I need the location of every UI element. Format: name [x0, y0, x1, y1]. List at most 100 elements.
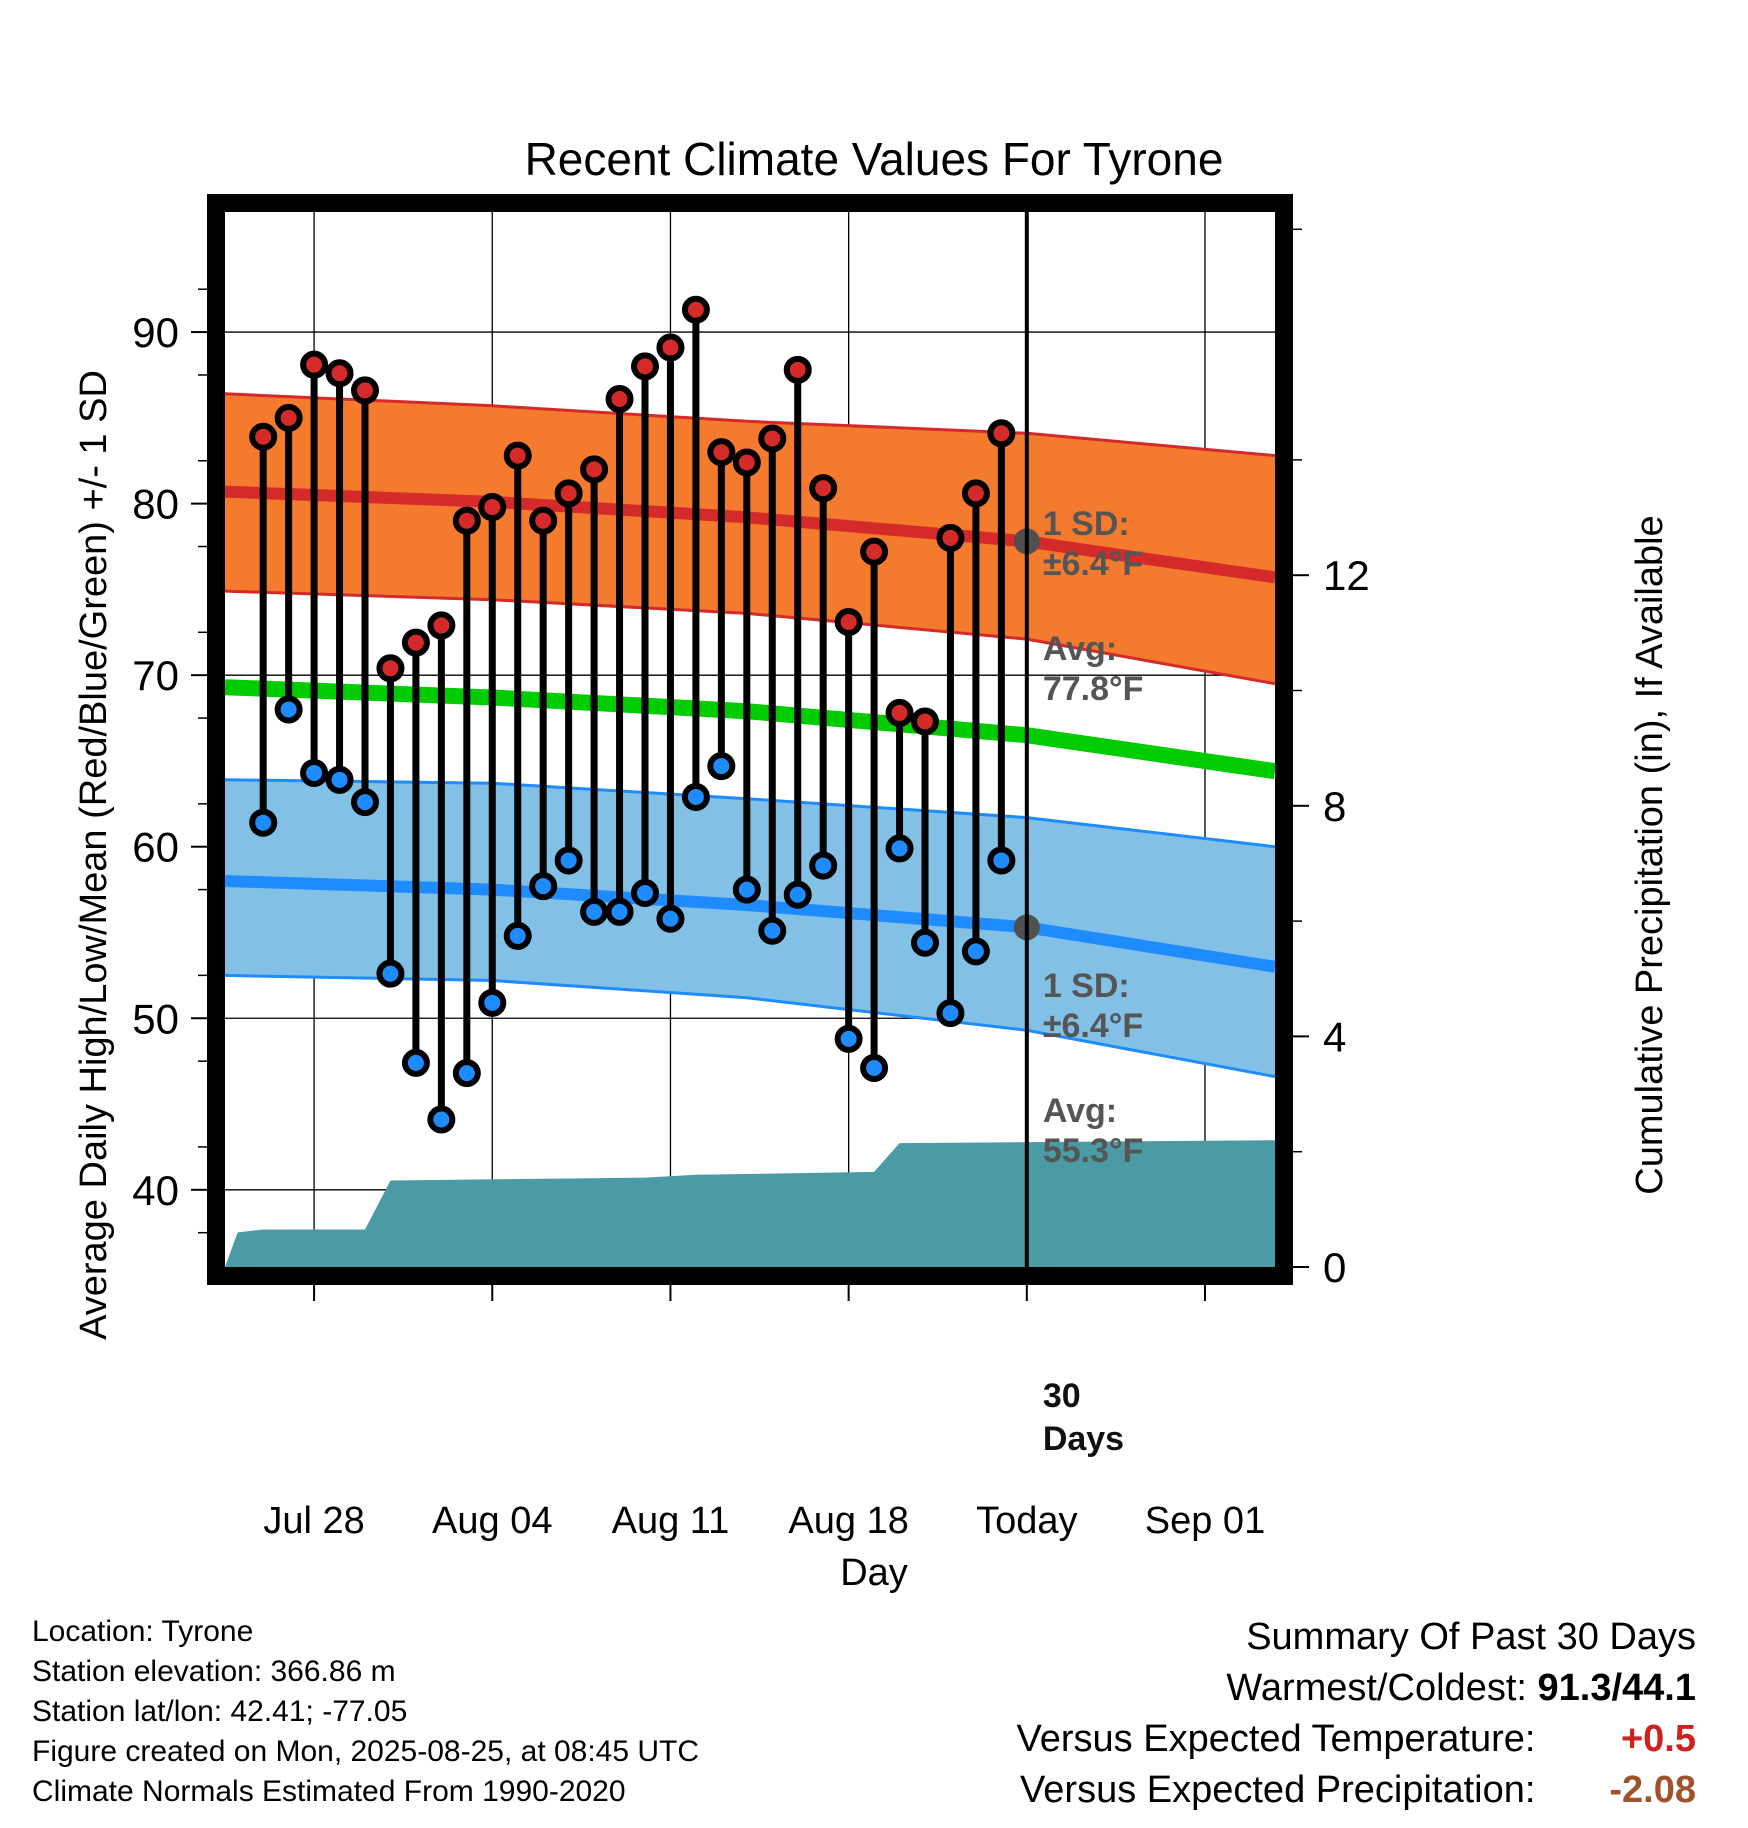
- daily-low-point: [401, 1048, 430, 1077]
- daily-high-point: [274, 403, 303, 432]
- daily-high-point: [961, 479, 990, 508]
- high-upper-edge: [224, 392, 1276, 458]
- daily-high-point: [911, 707, 939, 736]
- daily-low-point: [452, 1059, 481, 1088]
- daily-high-point: [427, 611, 456, 640]
- daily-low-point: [860, 1054, 889, 1083]
- daily-low-point: [783, 880, 812, 909]
- precip-days-label: Days: [1043, 1420, 1124, 1458]
- daily-high-point: [376, 654, 405, 683]
- daily-ranges: [259, 309, 1005, 1120]
- daily-points: [249, 295, 1016, 1134]
- chart-title: Recent Climate Values For Tyrone: [525, 133, 1224, 185]
- daily-low-point: [580, 897, 609, 926]
- daily-high-point: [529, 506, 558, 535]
- high-avg-label: Avg:: [1043, 630, 1117, 668]
- daily-low-point: [732, 875, 761, 904]
- low-normal-line: [224, 875, 1276, 973]
- y-tick-label: 40: [132, 1167, 179, 1214]
- y2-tick-label: 4: [1323, 1013, 1346, 1060]
- x-tick-label: Aug 04: [432, 1500, 552, 1542]
- low-sd-value: ±6.4°F: [1043, 1007, 1143, 1045]
- daily-low-point: [325, 765, 354, 794]
- warmest-value: 91.3/44.1: [1537, 1667, 1696, 1709]
- daily-high-point: [732, 448, 761, 477]
- daily-low-point: [936, 999, 965, 1028]
- daily-high-point: [554, 479, 583, 508]
- daily-low-point: [656, 904, 685, 933]
- precip-days-number: 30: [1043, 1377, 1081, 1415]
- low-avg-value: 55.3°F: [1043, 1132, 1144, 1170]
- daily-low-point: [987, 846, 1016, 875]
- daily-low-point: [809, 851, 838, 880]
- station-info: Location: Tyrone Station elevation: 366.…: [32, 1612, 699, 1812]
- precip-label: Versus Expected Precipitation:: [1020, 1769, 1536, 1811]
- climate-chart: Recent Climate Values For Tyrone 1 SD:±6…: [73, 133, 1671, 1594]
- daily-low-point: [351, 788, 379, 817]
- normals-text: Climate Normals Estimated From 1990-2020: [32, 1775, 626, 1808]
- precipitation-area: [225, 1140, 1275, 1267]
- daily-high-point: [401, 628, 430, 657]
- temp-label: Versus Expected Temperature:: [1016, 1718, 1536, 1760]
- daily-low-point: [605, 897, 634, 926]
- daily-low-point: [885, 834, 914, 863]
- daily-low-point: [376, 959, 405, 988]
- daily-high-point: [834, 607, 863, 636]
- x-tick-label: Aug 11: [612, 1500, 730, 1542]
- daily-high-point: [656, 333, 685, 362]
- daily-high-point: [580, 455, 609, 484]
- daily-high-point: [631, 352, 659, 381]
- daily-high-point: [249, 422, 278, 451]
- daily-high-point: [707, 438, 736, 467]
- y2-tick-label: 0: [1323, 1244, 1346, 1291]
- precip-fill: [225, 1140, 1275, 1267]
- daily-low-point: [681, 782, 710, 811]
- daily-high-point: [452, 506, 481, 535]
- high-sd-label: 1 SD:: [1043, 505, 1130, 543]
- daily-low-point: [249, 808, 278, 837]
- daily-low-point: [961, 937, 990, 966]
- high-sd-value: ±6.4°F: [1043, 545, 1143, 583]
- elevation-text: Station elevation: 366.86 m: [32, 1655, 396, 1688]
- daily-low-point: [707, 752, 736, 781]
- daily-low-point: [834, 1024, 863, 1053]
- daily-high-point: [351, 376, 379, 405]
- precip-row: Versus Expected Precipitation: -2.08: [1017, 1765, 1696, 1816]
- plot-border: [207, 194, 1293, 1285]
- x-axis-title: Day: [840, 1552, 908, 1594]
- daily-low-point: [300, 758, 329, 787]
- daily-high-point: [987, 419, 1016, 448]
- temp-row: Versus Expected Temperature: +0.5: [1017, 1714, 1696, 1765]
- y2-tick-label: 12: [1323, 552, 1370, 599]
- daily-high-point: [681, 295, 710, 324]
- x-tick-label: Aug 18: [788, 1500, 908, 1542]
- daily-high-point: [478, 493, 507, 522]
- y-tick-label: 80: [132, 481, 179, 528]
- daily-low-point: [631, 879, 659, 908]
- daily-high-point: [809, 474, 838, 503]
- high-avg-value: 77.8°F: [1043, 670, 1144, 708]
- x-tick-label: Today: [976, 1500, 1077, 1542]
- summary-title: Summary Of Past 30 Days: [1246, 1616, 1696, 1658]
- y-axis-title: Average Daily High/Low/Mean (Red/Blue/Gr…: [73, 370, 115, 1340]
- y-tick-label: 50: [132, 995, 179, 1042]
- y-tick-label: 60: [132, 824, 179, 871]
- daily-low-point: [911, 928, 939, 957]
- daily-low-point: [529, 872, 558, 901]
- x-tick-label: Sep 01: [1145, 1500, 1265, 1542]
- daily-low-point: [274, 695, 303, 724]
- low-avg-label: Avg:: [1043, 1092, 1117, 1130]
- low-sd-label: 1 SD:: [1043, 967, 1130, 1005]
- latlon-text: Station lat/lon: 42.41; -77.05: [32, 1695, 408, 1728]
- daily-high-point: [605, 384, 634, 413]
- daily-high-point: [758, 424, 787, 453]
- daily-low-point: [554, 846, 583, 875]
- precip-value: -2.08: [1609, 1769, 1696, 1811]
- warmest-row: Warmest/Coldest: 91.3/44.1: [1017, 1663, 1696, 1714]
- y2-tick-label: 8: [1323, 783, 1346, 830]
- temp-value: +0.5: [1620, 1718, 1696, 1760]
- daily-high-point: [885, 698, 914, 727]
- daily-low-point: [503, 921, 532, 950]
- daily-high-point: [860, 537, 889, 566]
